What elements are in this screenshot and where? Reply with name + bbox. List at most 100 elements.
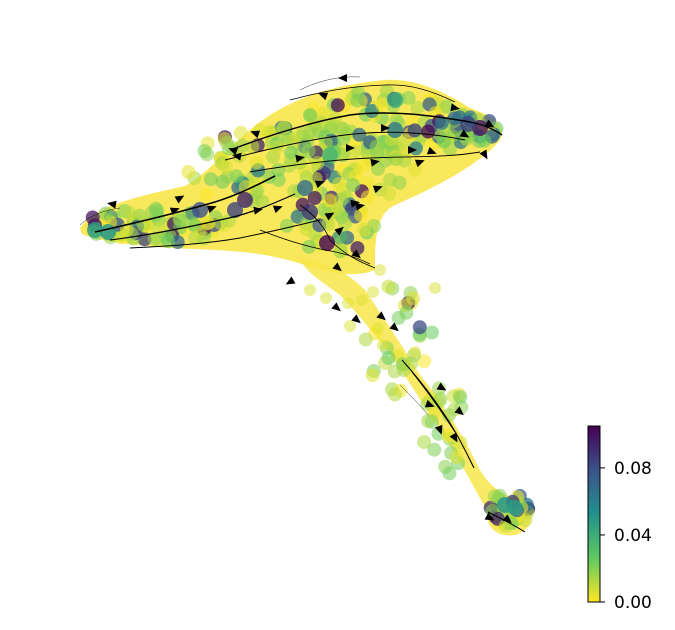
cell-point bbox=[370, 146, 385, 161]
arrowhead bbox=[107, 200, 117, 209]
arrowhead bbox=[426, 146, 437, 155]
colorbar-tick-label: 0.04 bbox=[614, 526, 652, 546]
cell-point bbox=[427, 442, 442, 457]
cell-point bbox=[344, 320, 356, 332]
cell-point bbox=[382, 187, 397, 202]
cell-point bbox=[387, 122, 403, 138]
cell-point bbox=[302, 239, 316, 254]
cell-point bbox=[322, 147, 338, 163]
cell-point bbox=[85, 210, 100, 225]
cell-point bbox=[284, 145, 299, 160]
cell-point bbox=[408, 163, 423, 177]
cell-point bbox=[412, 320, 427, 335]
streamline bbox=[289, 84, 456, 103]
cell-point bbox=[332, 177, 347, 191]
cell-point bbox=[227, 202, 243, 218]
cell-point bbox=[377, 339, 389, 351]
arrowhead bbox=[372, 185, 383, 194]
cell-point bbox=[421, 124, 436, 139]
cell-point bbox=[407, 123, 422, 138]
arrowhead bbox=[408, 146, 417, 154]
cell-point bbox=[449, 449, 464, 464]
cell-point bbox=[350, 93, 365, 108]
cell-point bbox=[417, 435, 432, 450]
velocity-streamlines bbox=[79, 76, 526, 533]
streamline bbox=[129, 219, 321, 249]
cell-point bbox=[421, 414, 436, 428]
cell-point bbox=[387, 92, 403, 108]
arrowhead bbox=[484, 512, 495, 521]
cell-point bbox=[192, 202, 208, 218]
streamline bbox=[299, 204, 376, 269]
arrowhead bbox=[346, 144, 355, 152]
arrowhead bbox=[370, 158, 380, 167]
arrowhead bbox=[272, 205, 283, 214]
cell-point bbox=[444, 129, 459, 144]
arrowhead bbox=[206, 205, 217, 214]
cell-point bbox=[297, 180, 313, 196]
cell-point bbox=[507, 500, 523, 516]
cell-point bbox=[310, 156, 325, 171]
cell-point bbox=[279, 218, 294, 233]
cell-point bbox=[98, 206, 113, 221]
cell-point bbox=[271, 172, 286, 187]
cell-point bbox=[327, 119, 342, 134]
velocity-arrowheads bbox=[107, 74, 512, 524]
arrowhead bbox=[459, 129, 470, 138]
cell-point bbox=[352, 127, 367, 142]
cell-point bbox=[147, 231, 162, 246]
cell-point bbox=[213, 215, 228, 230]
arrowhead bbox=[338, 74, 347, 82]
cell-point bbox=[303, 108, 318, 123]
cell-point bbox=[219, 159, 234, 174]
cell-point bbox=[255, 194, 270, 209]
cell-point bbox=[442, 466, 457, 481]
cell-point bbox=[314, 115, 328, 130]
cell-point bbox=[219, 135, 234, 150]
cell-point bbox=[460, 116, 476, 132]
arrowhead bbox=[253, 206, 263, 215]
cell-point bbox=[356, 158, 371, 172]
streamline bbox=[79, 207, 121, 226]
streamline bbox=[224, 131, 466, 161]
arrowhead bbox=[331, 302, 341, 312]
cell-point bbox=[238, 180, 253, 194]
cell-point bbox=[401, 90, 416, 105]
streamline bbox=[399, 384, 429, 416]
cell-point bbox=[367, 286, 379, 298]
arrowhead bbox=[449, 432, 458, 443]
cell-point bbox=[262, 125, 277, 140]
cell-point bbox=[318, 135, 333, 150]
streamline bbox=[411, 371, 456, 433]
arrowhead bbox=[389, 322, 399, 332]
streamline bbox=[299, 76, 361, 91]
streamline bbox=[229, 112, 503, 151]
colorbar-gradient bbox=[587, 425, 601, 603]
cell-point bbox=[338, 216, 352, 231]
arrowhead bbox=[351, 314, 361, 324]
cell-point bbox=[453, 390, 468, 404]
cell-point bbox=[173, 213, 188, 228]
arrowhead bbox=[424, 399, 435, 408]
cell-point bbox=[186, 217, 201, 232]
cell-point bbox=[350, 241, 365, 256]
cell-point bbox=[477, 133, 492, 148]
arrowhead bbox=[436, 382, 447, 391]
cell-point bbox=[365, 104, 379, 118]
colorbar-tick-label: 0.00 bbox=[614, 593, 652, 613]
arrowhead bbox=[450, 103, 460, 112]
cell-point bbox=[429, 282, 441, 294]
cell-point bbox=[396, 363, 411, 378]
cell-point bbox=[197, 144, 212, 158]
colorbar: 0.00 0.04 0.08 bbox=[587, 425, 652, 613]
colorbar-tick-label: 0.08 bbox=[614, 459, 652, 479]
arrowhead bbox=[502, 514, 512, 524]
cell-point bbox=[357, 222, 372, 237]
cell-point bbox=[249, 155, 264, 170]
cell-point bbox=[159, 230, 174, 245]
cell-point bbox=[387, 387, 402, 402]
cell-point bbox=[399, 305, 414, 320]
streamline bbox=[94, 175, 276, 233]
arrowhead bbox=[314, 180, 325, 189]
